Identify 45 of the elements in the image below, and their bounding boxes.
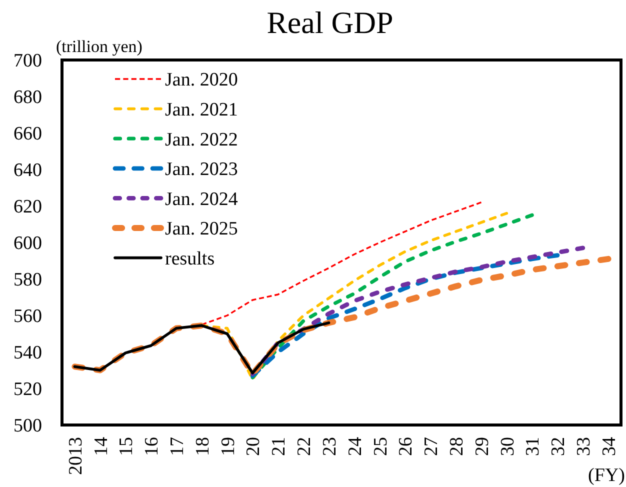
- y-tick-label: 500: [14, 416, 42, 437]
- x-tick-label: 27: [421, 437, 442, 456]
- x-tick-label: 28: [446, 437, 468, 456]
- x-tick-label: 20: [243, 437, 264, 456]
- y-tick-label: 660: [14, 124, 42, 145]
- x-tick-label: 18: [192, 437, 214, 456]
- x-tick-label: 29: [472, 437, 493, 456]
- legend-label: Jan. 2021: [165, 99, 238, 120]
- x-tick-label: 26: [396, 437, 417, 456]
- line-series: [250, 213, 534, 380]
- x-tick-label: 30: [497, 437, 518, 456]
- x-tick-label: 31: [522, 437, 544, 456]
- chart-title: Real GDP: [266, 5, 394, 40]
- line-series: [73, 321, 330, 374]
- x-tick-label: 23: [319, 437, 340, 456]
- legend-label: Jan. 2025: [165, 218, 238, 240]
- x-tick-label: 16: [142, 437, 163, 456]
- y-tick-label: 680: [14, 87, 42, 108]
- y-tick-label: 520: [14, 379, 42, 400]
- y-tick-label: 600: [14, 233, 42, 254]
- y-axis-title: (trillion yen): [56, 37, 142, 56]
- y-tick-label: 640: [14, 160, 42, 182]
- x-tick-label: 15: [116, 437, 138, 456]
- legend-label: Jan. 2023: [165, 159, 238, 180]
- y-tick-label: 540: [14, 342, 42, 364]
- x-tick-label: 14: [90, 436, 112, 456]
- legend-label: Jan. 2020: [165, 70, 238, 91]
- legend-label: results: [165, 248, 215, 270]
- x-tick-label: 17: [166, 437, 188, 456]
- y-tick-label: 560: [14, 306, 42, 328]
- y-tick-label: 580: [14, 270, 42, 291]
- x-tick-label: 24: [344, 436, 366, 456]
- x-tick-label: 25: [370, 437, 392, 456]
- x-tick-label: 19: [218, 437, 239, 456]
- y-tick-label: 700: [14, 50, 42, 72]
- x-tick-label: 34: [598, 436, 620, 456]
- x-tick-label: 33: [574, 437, 595, 456]
- legend-label: Jan. 2022: [165, 129, 238, 150]
- x-tick-label: 22: [294, 437, 316, 456]
- x-axis-title: (FY): [588, 465, 625, 486]
- legend-label: Jan. 2024: [165, 188, 238, 210]
- x-tick-label: 21: [268, 437, 290, 456]
- x-tick-label: 32: [548, 437, 570, 456]
- x-tick-label: 2013: [65, 437, 86, 475]
- y-tick-label: 620: [14, 196, 42, 218]
